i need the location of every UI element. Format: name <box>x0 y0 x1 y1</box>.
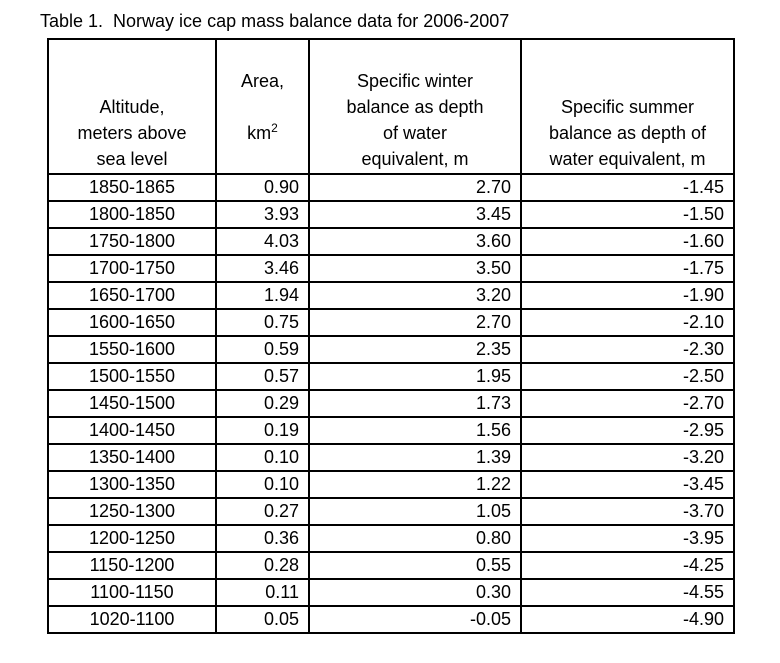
summer-balance-cell: -2.70 <box>520 389 735 418</box>
summer-balance-cell: -4.55 <box>520 578 735 607</box>
area-cell: 0.28 <box>215 551 310 580</box>
altitude-cell: 1100-1150 <box>47 578 217 607</box>
summer-balance-cell: -3.70 <box>520 497 735 526</box>
header-altitude: Altitude, meters above sea level <box>47 38 217 175</box>
area-cell: 0.29 <box>215 389 310 418</box>
table-row: 1750-1800 4.03 3.60 -1.60 <box>47 227 735 256</box>
table-row: 1700-1750 3.46 3.50 -1.75 <box>47 254 735 283</box>
area-cell: 0.57 <box>215 362 310 391</box>
winter-balance-cell: 3.60 <box>308 227 522 256</box>
area-cell: 0.36 <box>215 524 310 553</box>
table-row: 1200-1250 0.36 0.80 -3.95 <box>47 524 735 553</box>
altitude-cell: 1600-1650 <box>47 308 217 337</box>
summer-balance-cell: -1.90 <box>520 281 735 310</box>
area-cell: 0.19 <box>215 416 310 445</box>
winter-balance-cell: 0.30 <box>308 578 522 607</box>
header-row: Altitude, meters above sea level Area, k… <box>47 38 735 175</box>
area-cell: 4.03 <box>215 227 310 256</box>
winter-balance-cell: -0.05 <box>308 605 522 634</box>
area-cell: 3.93 <box>215 200 310 229</box>
altitude-cell: 1500-1550 <box>47 362 217 391</box>
table-row: 1550-1600 0.59 2.35 -2.30 <box>47 335 735 364</box>
winter-balance-cell: 1.95 <box>308 362 522 391</box>
area-unit-superscript: 2 <box>271 121 278 135</box>
altitude-cell: 1800-1850 <box>47 200 217 229</box>
table-row: 1150-1200 0.28 0.55 -4.25 <box>47 551 735 580</box>
summer-balance-cell: -2.10 <box>520 308 735 337</box>
summer-balance-cell: -1.45 <box>520 173 735 202</box>
area-cell: 3.46 <box>215 254 310 283</box>
altitude-cell: 1300-1350 <box>47 470 217 499</box>
winter-balance-cell: 3.20 <box>308 281 522 310</box>
table-row: 1450-1500 0.29 1.73 -2.70 <box>47 389 735 418</box>
altitude-cell: 1350-1400 <box>47 443 217 472</box>
altitude-cell: 1850-1865 <box>47 173 217 202</box>
summer-balance-cell: -1.60 <box>520 227 735 256</box>
header-area: Area, km2 <box>215 38 310 175</box>
summer-balance-cell: -2.30 <box>520 335 735 364</box>
summer-balance-cell: -4.90 <box>520 605 735 634</box>
table-row: 1650-1700 1.94 3.20 -1.90 <box>47 281 735 310</box>
area-cell: 0.90 <box>215 173 310 202</box>
altitude-cell: 1650-1700 <box>47 281 217 310</box>
altitude-cell: 1700-1750 <box>47 254 217 283</box>
winter-balance-cell: 1.39 <box>308 443 522 472</box>
winter-balance-cell: 0.80 <box>308 524 522 553</box>
summer-balance-cell: -3.95 <box>520 524 735 553</box>
area-cell: 0.05 <box>215 605 310 634</box>
winter-balance-cell: 1.56 <box>308 416 522 445</box>
summer-balance-cell: -1.75 <box>520 254 735 283</box>
winter-balance-cell: 3.50 <box>308 254 522 283</box>
winter-balance-cell: 1.73 <box>308 389 522 418</box>
table-row: 1350-1400 0.10 1.39 -3.20 <box>47 443 735 472</box>
table-row: 1020-1100 0.05 -0.05 -4.90 <box>47 605 735 634</box>
table-row: 1400-1450 0.19 1.56 -2.95 <box>47 416 735 445</box>
altitude-cell: 1750-1800 <box>47 227 217 256</box>
header-area-label: Area, <box>240 71 285 91</box>
winter-balance-cell: 3.45 <box>308 200 522 229</box>
altitude-cell: 1200-1250 <box>47 524 217 553</box>
summer-balance-cell: -3.20 <box>520 443 735 472</box>
summer-balance-cell: -3.45 <box>520 470 735 499</box>
area-cell: 0.10 <box>215 470 310 499</box>
altitude-cell: 1550-1600 <box>47 335 217 364</box>
table-row: 1500-1550 0.57 1.95 -2.50 <box>47 362 735 391</box>
header-winter-balance: Specific winter balance as depth of wate… <box>308 38 522 175</box>
header-summer-balance: Specific summer balance as depth of wate… <box>520 38 735 175</box>
mass-balance-table: Altitude, meters above sea level Area, k… <box>47 38 735 634</box>
table-row: 1100-1150 0.11 0.30 -4.55 <box>47 578 735 607</box>
table-row: 1600-1650 0.75 2.70 -2.10 <box>47 308 735 337</box>
summer-balance-cell: -1.50 <box>520 200 735 229</box>
winter-balance-cell: 1.05 <box>308 497 522 526</box>
winter-balance-cell: 2.35 <box>308 335 522 364</box>
table-row: 1850-1865 0.90 2.70 -1.45 <box>47 173 735 202</box>
area-cell: 0.11 <box>215 578 310 607</box>
summer-balance-cell: -2.50 <box>520 362 735 391</box>
document-content: Table 1. Norway ice cap mass balance dat… <box>40 11 735 634</box>
altitude-cell: 1400-1450 <box>47 416 217 445</box>
area-cell: 1.94 <box>215 281 310 310</box>
table-row: 1250-1300 0.27 1.05 -3.70 <box>47 497 735 526</box>
winter-balance-cell: 2.70 <box>308 308 522 337</box>
header-area-unit: km2 <box>247 121 278 143</box>
winter-balance-cell: 0.55 <box>308 551 522 580</box>
summer-balance-cell: -4.25 <box>520 551 735 580</box>
table-caption: Table 1. Norway ice cap mass balance dat… <box>40 11 510 31</box>
table-row: 1300-1350 0.10 1.22 -3.45 <box>47 470 735 499</box>
altitude-cell: 1250-1300 <box>47 497 217 526</box>
winter-balance-cell: 1.22 <box>308 470 522 499</box>
altitude-cell: 1150-1200 <box>47 551 217 580</box>
area-cell: 0.27 <box>215 497 310 526</box>
altitude-cell: 1450-1500 <box>47 389 217 418</box>
area-cell: 0.59 <box>215 335 310 364</box>
summer-balance-cell: -2.95 <box>520 416 735 445</box>
area-cell: 0.75 <box>215 308 310 337</box>
table-row: 1800-1850 3.93 3.45 -1.50 <box>47 200 735 229</box>
winter-balance-cell: 2.70 <box>308 173 522 202</box>
altitude-cell: 1020-1100 <box>47 605 217 634</box>
area-cell: 0.10 <box>215 443 310 472</box>
